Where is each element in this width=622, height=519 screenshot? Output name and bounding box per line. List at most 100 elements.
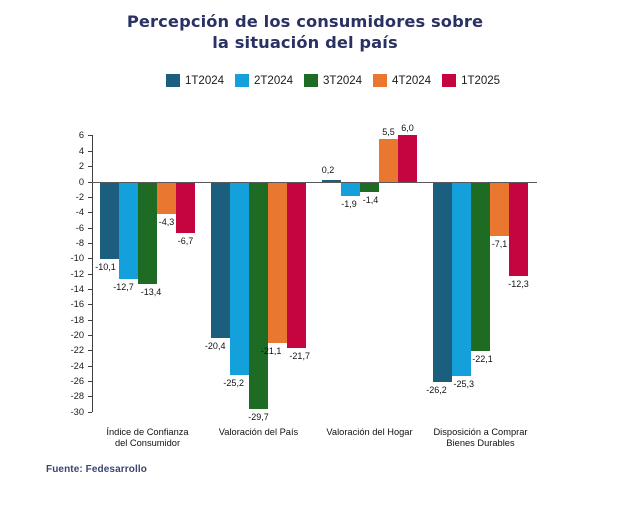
y-tick-label: -12 [70, 269, 84, 279]
y-tick-label: -2 [75, 192, 84, 202]
data-label: -21,7 [289, 350, 310, 361]
y-tick-mark [88, 304, 92, 305]
source-note: Fuente: Fedesarrollo [46, 464, 147, 475]
bar-1t2025-cat1 [176, 182, 195, 233]
y-tick-mark [88, 335, 92, 336]
y-tick-mark [88, 166, 92, 167]
category-label: Disposición a Comprar Bienes Durables [433, 427, 528, 448]
bar-3t2024-cat4 [471, 182, 490, 351]
y-tick-label: -14 [70, 284, 84, 294]
legend-item-1t2025: 1T2025 [442, 74, 500, 87]
y-tick-label: -30 [70, 407, 84, 417]
y-tick-mark [88, 274, 92, 275]
bar-2t2024-cat1 [119, 182, 138, 279]
y-tick-label: 2 [78, 161, 84, 171]
y-tick-mark [88, 320, 92, 321]
y-tick-label: 6 [78, 130, 84, 140]
legend-item-3t2024: 3T2024 [304, 74, 362, 87]
y-tick-mark [88, 182, 92, 183]
y-tick-mark [88, 289, 92, 290]
y-tick-mark [88, 151, 92, 152]
legend-item-4t2024: 4T2024 [373, 74, 431, 87]
data-label: -21,1 [260, 345, 282, 356]
data-label: -20,4 [204, 340, 226, 351]
y-tick-mark [88, 366, 92, 367]
y-tick-label: -8 [75, 238, 84, 248]
data-label: 6,0 [401, 122, 414, 133]
legend-swatch-icon [166, 74, 180, 87]
legend-label: 2T2024 [254, 74, 294, 87]
bar-1t2024-cat4 [433, 182, 452, 382]
chart-title: Percepción de los consumidores sobre la … [127, 11, 483, 53]
y-tick-mark [88, 350, 92, 351]
chart-title-line1: Percepción de los consumidores sobre [126, 12, 484, 31]
y-tick-mark [88, 381, 92, 382]
bar-3t2024-cat1 [138, 182, 157, 284]
data-label: 0,2 [321, 165, 335, 175]
y-tick-mark [88, 243, 92, 244]
legend-label: 1T2024 [185, 74, 225, 87]
zero-axis-line [92, 181, 537, 183]
data-label: -29,7 [248, 411, 269, 422]
y-tick-mark [88, 228, 92, 229]
data-label: -25,2 [223, 377, 244, 388]
data-label: -10,1 [95, 261, 116, 272]
y-tick-mark [88, 396, 92, 397]
data-label: 5,5 [382, 126, 395, 137]
bar-4t2024-cat2 [268, 182, 287, 343]
y-tick-mark [88, 412, 92, 413]
category-label: Valoración del País [218, 427, 299, 437]
data-label: -26,2 [426, 384, 447, 395]
legend-swatch-icon [442, 74, 457, 87]
legend-label: 3T2024 [323, 74, 363, 87]
legend-item-2t2024: 2T2024 [235, 74, 293, 87]
category-label: Índice de Confianza del Consumidor [106, 427, 189, 448]
y-tick-mark [88, 197, 92, 198]
chart-title-line2: la situación del país [212, 33, 398, 52]
data-label: -13,4 [140, 286, 162, 297]
y-tick-label: -20 [70, 330, 84, 340]
bar-1t2024-cat2 [211, 182, 230, 338]
y-tick-label: 4 [78, 146, 84, 156]
bar-1t2024-cat1 [100, 182, 119, 259]
data-label: -25,3 [453, 378, 475, 389]
chart-legend: 1T2024 2T2024 3T2024 4T2024 1T2025 [166, 74, 511, 87]
y-axis-line [92, 135, 93, 412]
bar-1t2025-cat3 [398, 135, 417, 182]
data-label: -6,7 [177, 235, 194, 246]
bar-4t2024-cat1 [157, 182, 176, 214]
bar-4t2024-cat4 [490, 182, 509, 236]
legend-label: 4T2024 [392, 74, 432, 87]
y-tick-mark [88, 212, 92, 213]
y-tick-label: -24 [70, 361, 84, 371]
y-tick-label: 0 [78, 177, 84, 187]
y-tick-mark [88, 135, 92, 136]
bar-2t2024-cat4 [452, 182, 471, 376]
data-label: -12,3 [508, 278, 529, 289]
data-label: -1,9 [341, 198, 357, 209]
legend-swatch-icon [373, 74, 388, 87]
bar-1t2024-cat3 [322, 180, 341, 182]
bar-2t2024-cat2 [230, 182, 249, 375]
bar-3t2024-cat3 [360, 182, 379, 192]
y-tick-label: -16 [70, 299, 84, 309]
y-tick-label: -26 [70, 376, 84, 386]
y-tick-label: -10 [70, 253, 84, 263]
y-tick-label: -18 [70, 315, 84, 325]
data-label: -12,7 [113, 281, 134, 292]
y-tick-mark [88, 258, 92, 259]
legend-swatch-icon [304, 74, 319, 87]
y-tick-label: -6 [75, 223, 84, 233]
data-label: -7,1 [491, 238, 508, 249]
y-tick-label: -4 [75, 207, 84, 217]
bar-1t2025-cat4 [509, 182, 528, 276]
data-label: -22,1 [472, 353, 493, 364]
data-label: -4,3 [158, 216, 175, 227]
legend-swatch-icon [235, 74, 250, 87]
legend-label: 1T2025 [461, 74, 501, 87]
bar-3t2024-cat2 [249, 182, 268, 409]
bar-4t2024-cat3 [379, 139, 398, 182]
category-label: Valoración del Hogar [326, 427, 413, 437]
bar-2t2024-cat3 [341, 182, 360, 196]
